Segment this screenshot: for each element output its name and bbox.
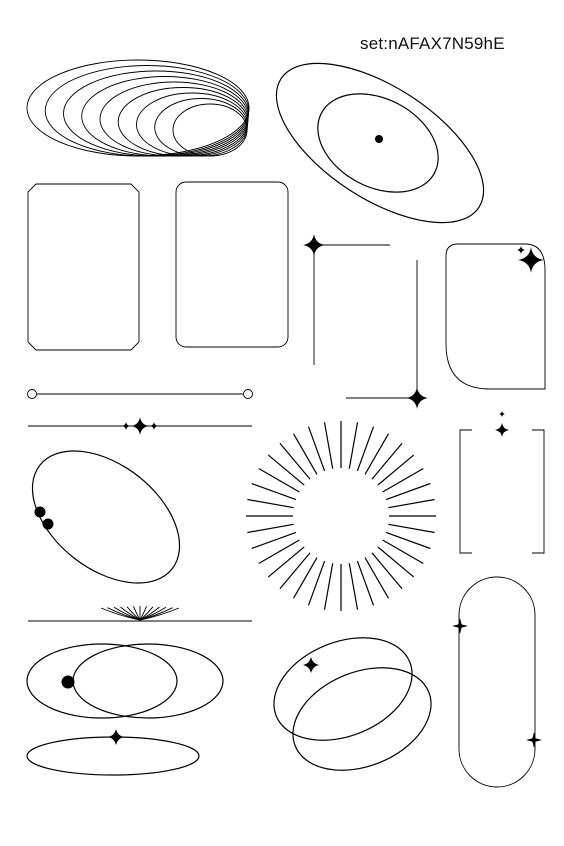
set-code-label: set:nAFAX7N59hE	[360, 34, 505, 53]
tilted-ellipse-with-two-dots	[31, 450, 181, 584]
sunburst-ray	[382, 539, 424, 565]
sunburst-ray	[279, 442, 311, 480]
corner-bracket-frame-with-sparkles	[303, 234, 428, 409]
sunburst-ray	[279, 552, 311, 590]
overlapping-ellipses-with-dot	[26, 643, 224, 719]
sparkle-icon	[406, 387, 428, 409]
sunburst-ray	[251, 482, 297, 501]
sunburst-ray	[377, 546, 415, 578]
sunburst-ray	[348, 563, 359, 610]
nested-ellipse-ring	[99, 81, 249, 157]
nested-ellipse-ring	[117, 87, 249, 157]
fan-line	[133, 606, 141, 621]
sparkle-icon	[526, 732, 542, 748]
sunburst-ray	[388, 523, 435, 534]
sunburst-ray	[267, 454, 305, 486]
nested-ellipse-ring	[172, 103, 248, 157]
dumbbell-line-divider	[27, 389, 253, 399]
center-dot-icon	[375, 135, 383, 143]
sparkle-icon	[495, 423, 509, 437]
nested-ellipse-ring	[26, 59, 250, 157]
flat-ellipse-with-sparkle	[26, 729, 200, 776]
nested-ellipses	[26, 59, 250, 157]
sunburst-ray	[323, 563, 334, 610]
sunburst-ray	[364, 433, 390, 475]
sparkle-icon	[131, 417, 149, 435]
chamfered-frame	[27, 183, 140, 351]
sunburst-ray	[371, 552, 403, 590]
sunburst-ray	[292, 433, 318, 475]
sunburst-ray	[382, 467, 424, 493]
overlapping-tilted-ellipses-with-sparkle	[273, 637, 432, 771]
sunburst-ray	[292, 557, 318, 599]
sparkle-icon	[452, 618, 468, 634]
sunburst-ray	[371, 442, 403, 480]
fan-line	[139, 606, 167, 621]
sunburst-ray	[247, 498, 294, 509]
sparkle-icon	[517, 246, 525, 254]
bracket-frame-with-sparkles	[459, 411, 545, 554]
sunburst-ray	[385, 531, 431, 550]
fan-line-divider	[28, 606, 252, 622]
tilted-ellipses-with-dot	[275, 62, 485, 224]
nested-ellipse-ring	[63, 70, 249, 157]
dot-icon	[34, 506, 46, 518]
sunburst-ray	[258, 539, 300, 565]
sparkle-icon	[108, 729, 124, 745]
sunburst-ray	[377, 454, 415, 486]
sunburst-ray	[251, 531, 297, 550]
sunburst-ray	[364, 557, 390, 599]
nested-ellipse-ring	[154, 98, 248, 157]
dot-icon	[42, 518, 54, 530]
sunburst-ray	[388, 498, 435, 509]
fan-line	[126, 606, 141, 621]
capsule-frame-with-sparkles	[452, 576, 542, 788]
sparkle-icon	[150, 422, 158, 430]
sunburst-ring	[246, 421, 436, 611]
sparkle-icon	[303, 657, 319, 673]
sunburst-ray	[247, 523, 294, 534]
sunburst-ray	[348, 422, 359, 469]
sparkle-line-divider	[28, 417, 252, 435]
arch-frame-with-sparkle	[445, 243, 546, 390]
sparkle-icon	[303, 234, 325, 256]
sunburst-ray	[385, 482, 431, 501]
sparkle-icon	[122, 422, 130, 430]
sunburst-ray	[258, 467, 300, 493]
sunburst-ray	[267, 546, 305, 578]
nested-ellipse-ring	[136, 92, 248, 157]
sparkle-icon	[499, 411, 505, 417]
sunburst-ray	[356, 426, 375, 472]
sunburst-ray	[307, 426, 326, 472]
sparkle-icon	[518, 247, 544, 273]
sunburst-ray	[356, 560, 375, 606]
fan-line	[139, 607, 180, 621]
rounded-frame	[175, 181, 289, 348]
sunburst-ray	[323, 422, 334, 469]
sunburst-ray	[307, 560, 326, 606]
dot-icon	[61, 675, 75, 689]
